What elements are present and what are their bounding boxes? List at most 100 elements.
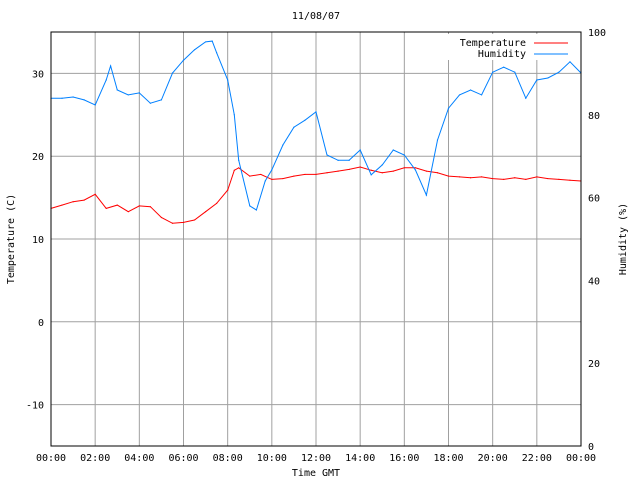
data-point-temperature bbox=[558, 178, 560, 180]
data-point-temperature bbox=[61, 204, 63, 206]
data-point-humidity bbox=[227, 79, 229, 81]
data-point-temperature bbox=[436, 172, 439, 174]
data-point-humidity bbox=[492, 71, 494, 73]
data-point-humidity bbox=[481, 94, 483, 96]
x-tick-label: 10:00 bbox=[257, 453, 287, 464]
y-axis-label: Temperature (C) bbox=[6, 194, 17, 284]
x-tick-label: 00:00 bbox=[566, 453, 596, 464]
data-point-humidity bbox=[271, 169, 273, 171]
data-point-temperature bbox=[536, 176, 538, 178]
data-point-humidity bbox=[370, 174, 372, 176]
data-point-temperature bbox=[337, 170, 339, 172]
data-point-humidity bbox=[348, 159, 350, 161]
data-point-temperature bbox=[326, 172, 328, 174]
legend-background bbox=[447, 34, 579, 60]
y2-tick-label: 20 bbox=[588, 359, 600, 370]
data-point-temperature bbox=[370, 169, 372, 171]
data-point-humidity bbox=[569, 61, 571, 63]
data-point-temperature bbox=[204, 211, 207, 213]
data-point-temperature bbox=[249, 175, 251, 177]
data-point-humidity bbox=[337, 159, 339, 161]
data-point-humidity bbox=[536, 79, 538, 81]
data-point-temperature bbox=[83, 199, 85, 201]
data-point-humidity bbox=[211, 40, 213, 42]
y2-tick-label: 40 bbox=[588, 276, 600, 287]
data-point-humidity bbox=[105, 79, 107, 81]
x-tick-label: 14:00 bbox=[345, 453, 375, 464]
data-point-humidity bbox=[72, 96, 74, 98]
y-tick-label: 0 bbox=[38, 318, 44, 329]
data-point-humidity bbox=[503, 66, 505, 68]
data-point-humidity bbox=[381, 164, 383, 166]
data-point-temperature bbox=[492, 177, 494, 180]
y2-axis-label: Humidity (%) bbox=[618, 203, 629, 275]
data-point-humidity bbox=[94, 104, 96, 106]
data-point-temperature bbox=[425, 170, 428, 172]
data-point-temperature bbox=[160, 216, 163, 219]
data-point-humidity bbox=[469, 89, 472, 91]
x-axis-label: Time GMT bbox=[292, 468, 340, 479]
data-point-temperature bbox=[138, 205, 140, 207]
data-point-humidity bbox=[282, 144, 284, 146]
data-point-humidity bbox=[204, 41, 207, 43]
data-point-humidity bbox=[304, 119, 306, 121]
data-point-temperature bbox=[171, 222, 174, 224]
x-tick-label: 16:00 bbox=[389, 453, 419, 464]
data-point-humidity bbox=[116, 89, 118, 91]
data-point-humidity bbox=[160, 99, 163, 101]
y2-tick-label: 100 bbox=[588, 28, 606, 39]
x-tick-label: 00:00 bbox=[36, 453, 66, 464]
data-point-temperature bbox=[304, 173, 306, 176]
data-point-humidity bbox=[127, 94, 129, 96]
series-lines bbox=[50, 40, 582, 224]
chart-title: 11/08/07 bbox=[292, 11, 340, 22]
data-point-temperature bbox=[94, 193, 96, 195]
tick-labels: 00:00 02:00 04:00 06:00 08:00 10:00 12:00 14:00… bbox=[26, 28, 606, 464]
data-point-temperature bbox=[105, 207, 107, 209]
data-point-humidity bbox=[547, 77, 549, 79]
x-tick-label: 02:00 bbox=[80, 453, 110, 464]
data-point-temperature bbox=[233, 169, 235, 171]
data-point-temperature bbox=[260, 173, 262, 176]
data-point-humidity bbox=[216, 52, 218, 54]
data-point-temperature bbox=[271, 178, 273, 180]
x-tick-label: 18:00 bbox=[433, 453, 463, 464]
x-tick-label: 06:00 bbox=[168, 453, 198, 464]
data-point-humidity bbox=[61, 97, 63, 99]
data-point-humidity bbox=[193, 49, 196, 51]
data-point-temperature bbox=[469, 177, 472, 179]
data-point-humidity bbox=[182, 59, 185, 61]
data-point-humidity bbox=[458, 94, 461, 96]
x-tick-label: 04:00 bbox=[124, 453, 154, 464]
data-point-humidity bbox=[249, 205, 251, 207]
x-tick-label: 08:00 bbox=[213, 453, 243, 464]
data-point-humidity bbox=[326, 154, 328, 156]
data-point-temperature bbox=[227, 189, 229, 191]
x-tick-label: 22:00 bbox=[522, 453, 552, 464]
y2-tick-label: 0 bbox=[588, 442, 594, 453]
data-point-humidity bbox=[149, 102, 151, 104]
data-point-temperature bbox=[547, 177, 549, 180]
data-point-humidity bbox=[110, 65, 112, 67]
legend-label-temperature: Temperature bbox=[460, 38, 526, 49]
data-point-humidity bbox=[436, 139, 439, 141]
data-point-temperature bbox=[238, 167, 240, 169]
y2-tick-label: 80 bbox=[588, 111, 600, 122]
data-point-temperature bbox=[381, 172, 383, 174]
data-point-humidity bbox=[392, 149, 394, 151]
data-point-humidity bbox=[83, 99, 85, 101]
legend: Temperature Humidity bbox=[447, 34, 579, 60]
data-point-humidity bbox=[171, 72, 174, 74]
y2-tick-label: 60 bbox=[588, 194, 600, 205]
data-point-temperature bbox=[127, 211, 129, 213]
data-point-temperature bbox=[447, 175, 450, 177]
data-point-humidity bbox=[233, 114, 235, 116]
data-point-temperature bbox=[414, 167, 416, 169]
data-point-humidity bbox=[238, 159, 240, 161]
data-point-temperature bbox=[569, 179, 571, 181]
data-point-humidity bbox=[293, 126, 295, 128]
y-tick-label: 10 bbox=[32, 235, 44, 246]
data-point-temperature bbox=[525, 178, 527, 180]
data-point-temperature bbox=[392, 170, 394, 172]
